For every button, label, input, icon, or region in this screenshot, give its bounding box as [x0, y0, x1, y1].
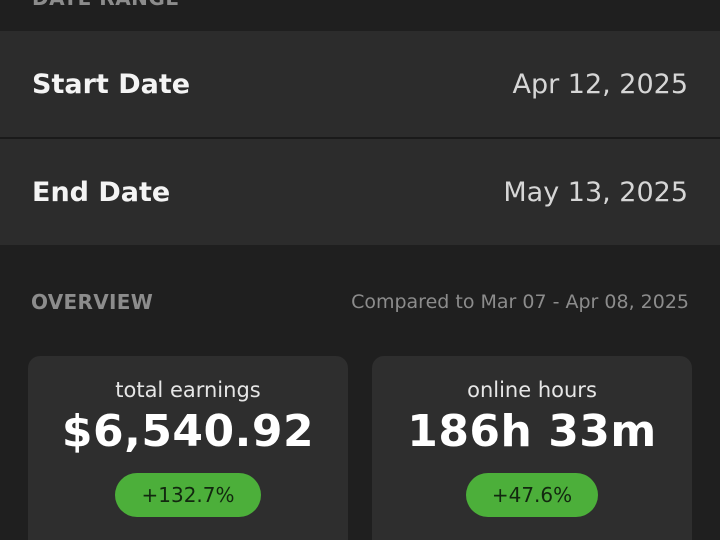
- total-earnings-value: $6,540.92: [61, 406, 315, 457]
- total-earnings-card[interactable]: total earnings $6,540.92 +132.7%: [28, 356, 348, 540]
- online-hours-value: 186h 33m: [407, 406, 657, 457]
- online-hours-card[interactable]: online hours 186h 33m +47.6%: [372, 356, 692, 540]
- start-date-row[interactable]: Start Date Apr 12, 2025: [0, 31, 720, 137]
- start-date-value: Apr 12, 2025: [512, 68, 688, 100]
- total-earnings-change-badge: +132.7%: [115, 473, 261, 517]
- start-date-label: Start Date: [32, 68, 191, 100]
- comparison-period: Compared to Mar 07 - Apr 08, 2025: [351, 291, 689, 313]
- end-date-value: May 13, 2025: [503, 176, 688, 208]
- online-hours-label: online hours: [467, 378, 597, 402]
- end-date-row[interactable]: End Date May 13, 2025: [0, 139, 720, 245]
- row-divider: [0, 137, 720, 139]
- date-range-section-label: DATE RANGE: [32, 0, 180, 10]
- overview-header: OVERVIEW Compared to Mar 07 - Apr 08, 20…: [0, 290, 720, 314]
- overview-title: OVERVIEW: [31, 290, 154, 314]
- end-date-label: End Date: [32, 176, 171, 208]
- online-hours-change-badge: +47.6%: [465, 473, 599, 517]
- total-earnings-label: total earnings: [115, 378, 261, 402]
